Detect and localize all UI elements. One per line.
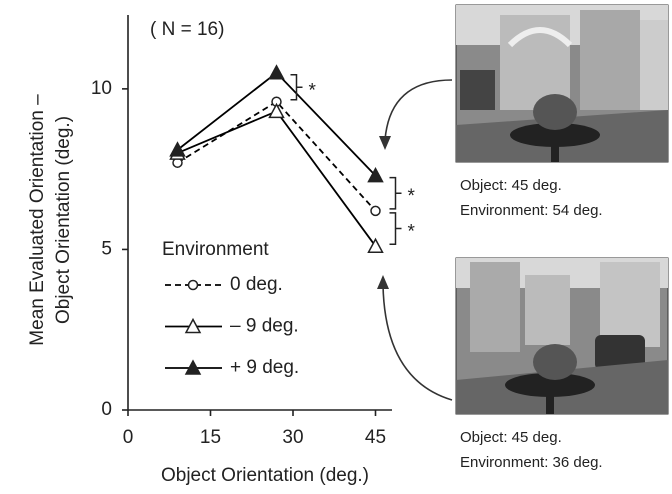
pointer-arrows (383, 80, 452, 400)
y-tick-label: 10 (91, 78, 112, 99)
significance-bracket (390, 213, 402, 244)
significance-star: * (408, 222, 416, 243)
y-axis-label: Object Orientation (deg.) (53, 116, 74, 324)
point (371, 206, 380, 215)
panel-caption: Environment: 54 deg. (460, 202, 603, 219)
x-tick-label: 45 (365, 427, 386, 448)
y-axis-label: Mean Evaluated Orientation – (27, 94, 48, 346)
significance-star: * (309, 80, 317, 101)
panel-caption: Environment: 36 deg. (460, 454, 603, 471)
legend-label: + 9 deg. (230, 357, 299, 378)
y-tick-label: 5 (101, 238, 112, 259)
scene-photo (456, 5, 668, 162)
significance-bracket (390, 178, 402, 209)
point (270, 66, 284, 79)
scene-photo (456, 258, 668, 414)
y-tick-label: 0 (101, 399, 112, 420)
x-axis-label: Object Orientation (deg.) (161, 465, 369, 486)
significance-bracket (291, 75, 303, 100)
panel-caption: Object: 45 deg. (460, 177, 562, 194)
legend-title: Environment (162, 239, 269, 260)
chart-title: ( N = 16) (150, 19, 224, 40)
point (369, 239, 383, 252)
x-tick-label: 0 (123, 427, 134, 448)
panel-caption: Object: 45 deg. (460, 429, 562, 446)
series-line (178, 73, 376, 176)
x-tick-label: 15 (200, 427, 221, 448)
point (171, 143, 185, 156)
figure: Object: 45 deg. Environment: 54 deg. Obj… (0, 0, 672, 494)
series-line (178, 111, 376, 246)
legend-label: – 9 deg. (230, 316, 299, 337)
significance-star: * (408, 186, 416, 207)
x-tick-label: 30 (282, 427, 303, 448)
arrow-head (377, 275, 389, 289)
legend-label: 0 deg. (230, 274, 283, 295)
legend-marker (189, 281, 198, 290)
arrow-head (379, 136, 391, 150)
